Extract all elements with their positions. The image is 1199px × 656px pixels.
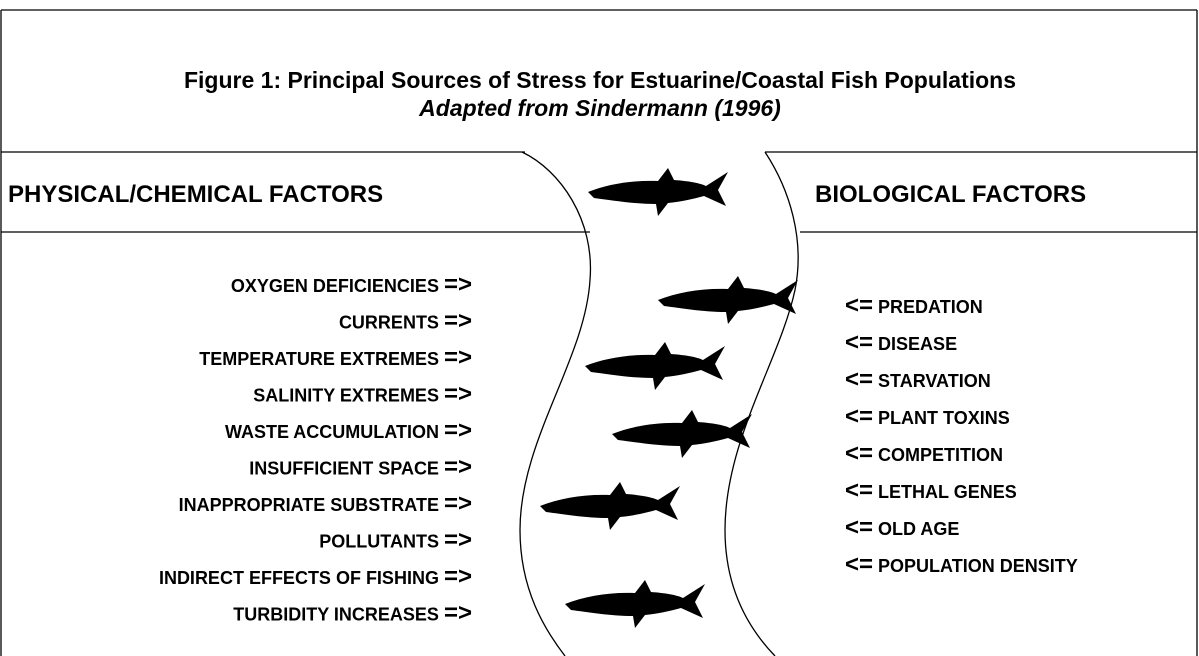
item-label: INAPPROPRIATE SUBSTRATE [179, 495, 439, 515]
right-item: <= LETHAL GENES [845, 477, 1017, 504]
fish [565, 580, 705, 628]
frame [0, 9, 1198, 656]
item-arrow: <= [845, 440, 873, 467]
item-arrow: => [444, 527, 472, 554]
left-item: INDIRECT EFFECTS OF FISHING => [159, 563, 472, 590]
item-arrow: => [444, 271, 472, 298]
item-label: OXYGEN DEFICIENCIES [231, 276, 439, 296]
left-item: INAPPROPRIATE SUBSTRATE => [179, 490, 472, 517]
item-arrow: => [444, 600, 472, 627]
fish [612, 410, 752, 458]
item-label: INSUFFICIENT SPACE [249, 459, 439, 479]
item-label: POPULATION DENSITY [878, 556, 1078, 576]
item-label: SALINITY EXTREMES [253, 386, 439, 406]
item-label: INDIRECT EFFECTS OF FISHING [159, 568, 439, 588]
item-label: STARVATION [878, 371, 991, 391]
item-label: LETHAL GENES [878, 482, 1017, 502]
left-heading: PHYSICAL/CHEMICAL FACTORS [8, 181, 383, 208]
title: Figure 1: Principal Sources of Stress fo… [184, 67, 1016, 93]
right-item: <= DISEASE [845, 329, 957, 356]
fish [658, 276, 798, 324]
left-item: INSUFFICIENT SPACE => [249, 454, 472, 481]
left-item: TURBIDITY INCREASES => [233, 600, 472, 627]
item-label: OLD AGE [878, 519, 959, 539]
item-label: POLLUTANTS [319, 532, 439, 552]
item-label: COMPETITION [878, 445, 1003, 465]
item-arrow: => [444, 381, 472, 408]
item-arrow: <= [845, 292, 873, 319]
fish [588, 168, 728, 216]
right-item: <= PREDATION [845, 292, 983, 319]
right-item: <= COMPETITION [845, 440, 1003, 467]
item-arrow: <= [845, 477, 873, 504]
left-item: WASTE ACCUMULATION => [225, 417, 472, 444]
right-item: <= PLANT TOXINS [845, 403, 1010, 430]
item-arrow: <= [845, 403, 873, 430]
river [519, 151, 799, 656]
item-arrow: <= [845, 329, 873, 356]
item-arrow: <= [845, 551, 873, 578]
item-label: TEMPERATURE EXTREMES [199, 349, 439, 369]
item-label: TURBIDITY INCREASES [233, 605, 439, 625]
item-arrow: => [444, 490, 472, 517]
item-label: WASTE ACCUMULATION [225, 422, 439, 442]
left-item: POLLUTANTS => [319, 527, 472, 554]
item-arrow: => [444, 308, 472, 335]
right-item: <= OLD AGE [845, 514, 959, 541]
item-label: PREDATION [878, 297, 983, 317]
left-item: SALINITY EXTREMES => [253, 381, 472, 408]
fish [540, 482, 680, 530]
left-item: TEMPERATURE EXTREMES => [199, 344, 472, 371]
fish [585, 342, 725, 390]
item-arrow: <= [845, 366, 873, 393]
right-item: <= POPULATION DENSITY [845, 551, 1078, 578]
right-heading: BIOLOGICAL FACTORS [815, 181, 1086, 208]
item-label: PLANT TOXINS [878, 408, 1010, 428]
left-item: OXYGEN DEFICIENCIES => [231, 271, 472, 298]
item-arrow: => [444, 454, 472, 481]
subtitle: Adapted from Sindermann (1996) [418, 95, 781, 121]
right-item: <= STARVATION [845, 366, 991, 393]
item-label: CURRENTS [339, 313, 439, 333]
item-arrow: <= [845, 514, 873, 541]
left-item: CURRENTS => [339, 308, 472, 335]
item-arrow: => [444, 417, 472, 444]
item-arrow: => [444, 563, 472, 590]
fish-group [540, 168, 798, 628]
item-label: DISEASE [878, 334, 957, 354]
item-arrow: => [444, 344, 472, 371]
